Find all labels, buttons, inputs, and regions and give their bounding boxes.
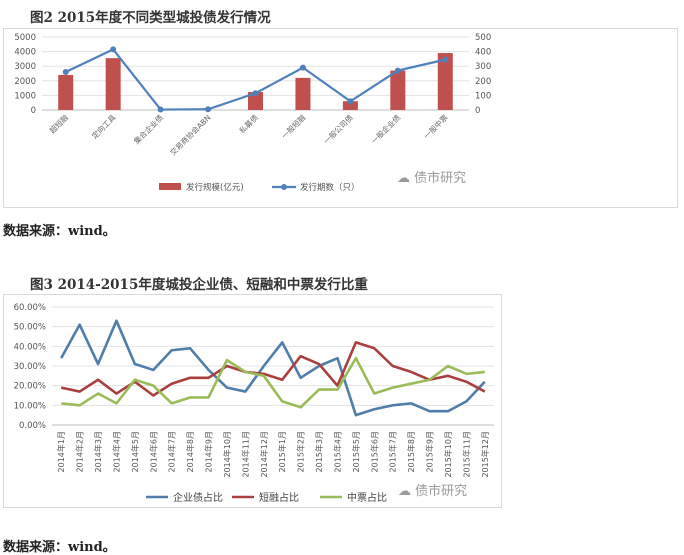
x-tick-label: 一般短融 xyxy=(279,112,308,141)
x-tick-label: 交易商协会ABN xyxy=(168,112,213,157)
bar xyxy=(248,92,263,110)
x-tick-label: 2015年6月 xyxy=(369,431,379,472)
x-tick-label: 2014年4月 xyxy=(111,431,121,472)
y-tick: 20.00% xyxy=(14,382,46,392)
y-tick: 50.00% xyxy=(14,323,46,333)
y-tick-left: 5000 xyxy=(14,33,36,43)
x-tick-label: 2014年2月 xyxy=(75,431,85,472)
x-tick-label: 2014年8月 xyxy=(185,431,195,472)
wechat-icon: ☁ xyxy=(397,171,410,186)
x-tick-label: 2015年9月 xyxy=(425,431,435,472)
y-tick-right: 400 xyxy=(475,48,491,58)
bar xyxy=(295,77,311,110)
y-tick-left: 3000 xyxy=(14,62,36,72)
legend-label: 短融占比 xyxy=(259,491,299,504)
bar xyxy=(437,53,453,110)
x-tick-label: 2015年4月 xyxy=(332,431,342,472)
x-tick-label: 一般企业债 xyxy=(369,112,403,146)
y-tick-left: 0 xyxy=(31,106,36,116)
line-point xyxy=(157,106,164,113)
series-line xyxy=(61,356,485,409)
y-tick: 40.00% xyxy=(14,342,46,352)
x-tick-label: 2015年11月 xyxy=(461,431,471,478)
x-tick-label: 2015年12月 xyxy=(480,431,490,478)
chart1-frame: 5000 4000 3000 2000 1000 0 500 400 300 200 100 0 超短融… xyxy=(3,28,678,208)
y-tick: 60.00% xyxy=(14,303,46,313)
y-tick: 0.00% xyxy=(19,421,46,431)
x-tick-label: 2014年10月 xyxy=(222,431,232,478)
x-tick-label: 2014年3月 xyxy=(93,431,103,472)
y-tick-left: 1000 xyxy=(14,91,36,101)
x-tick-label: 2014年5月 xyxy=(130,431,140,472)
chart2-source: 数据来源：wind。 xyxy=(3,540,116,555)
x-tick-label: 2015年7月 xyxy=(388,431,398,472)
bar xyxy=(390,70,406,110)
x-tick-label: 2015年3月 xyxy=(314,431,324,472)
legend-label: 企业债占比 xyxy=(173,491,223,504)
x-tick-label: 2015年2月 xyxy=(296,431,306,472)
chart1-watermark: ☁ 债市研究 xyxy=(397,171,467,186)
x-tick-label: 超短融 xyxy=(47,112,70,135)
y-tick: 30.00% xyxy=(14,362,46,372)
x-tick-label: 2015年5月 xyxy=(351,431,361,472)
x-tick-label: 集合企业债 xyxy=(131,112,165,146)
y-tick-right: 500 xyxy=(475,33,491,43)
y-tick-right: 100 xyxy=(475,91,491,101)
y-tick-left: 2000 xyxy=(14,77,36,87)
x-tick-label: 一般公司债 xyxy=(321,112,355,146)
legend-label: 发行规模(亿元) xyxy=(186,182,244,193)
bar xyxy=(105,58,121,110)
x-tick-label: 2014年1月 xyxy=(56,431,66,472)
line-point xyxy=(252,90,259,97)
line-point xyxy=(205,106,212,113)
chart1-svg: 5000400030002000100005004003002001000超短融… xyxy=(14,33,491,193)
chart2-svg: 60.00% 50.00% 40.00% 30.00% 20.00% 10.00% 0.00… xyxy=(14,303,494,504)
line-point xyxy=(62,69,69,76)
line-point xyxy=(347,98,354,105)
x-tick-label: 2014年7月 xyxy=(167,431,177,472)
legend-marker xyxy=(281,184,287,190)
chart1-source: 数据来源：wind。 xyxy=(3,224,116,239)
line-point xyxy=(442,56,449,63)
series-line xyxy=(60,319,486,417)
y-tick-right: 200 xyxy=(475,77,491,87)
legend-swatch-bar xyxy=(159,183,181,190)
x-tick-label: 一般中票 xyxy=(421,112,450,141)
x-tick-label: 2015年10月 xyxy=(443,431,453,478)
wechat-icon: ☁ xyxy=(398,484,411,499)
chart2-title: 图3 2014-2015年度城投企业债、短融和中票发行比重 xyxy=(30,277,368,293)
chart1-title: 图2 2015年度不同类型城投债发行情况 xyxy=(30,10,271,26)
bar xyxy=(58,74,74,110)
line-point xyxy=(110,46,117,53)
x-tick-label: 2015年8月 xyxy=(406,431,416,472)
x-tick-label: 2014年11月 xyxy=(240,431,250,478)
line-point xyxy=(394,67,401,74)
y-tick-left: 4000 xyxy=(14,48,36,58)
legend-label: 中票占比 xyxy=(347,491,387,504)
y-tick-right: 300 xyxy=(475,62,491,72)
chart2-frame: 60.00% 50.00% 40.00% 30.00% 20.00% 10.00% 0.00… xyxy=(3,294,502,508)
bar xyxy=(342,101,358,110)
chart2-watermark: ☁ 债市研究 xyxy=(398,484,468,499)
x-tick-label: 2014年12月 xyxy=(259,431,269,478)
x-tick-label: 定向工具 xyxy=(89,112,118,141)
y-tick-right: 0 xyxy=(475,106,480,116)
x-tick-label: 2015年1月 xyxy=(277,431,287,472)
x-tick-label: 2014年9月 xyxy=(204,431,214,472)
legend-label: 发行期数（只） xyxy=(300,182,360,193)
x-tick-label: 2014年6月 xyxy=(148,431,158,472)
line-point xyxy=(299,64,306,71)
y-tick: 10.00% xyxy=(14,401,46,411)
x-tick-label: 私募债 xyxy=(237,112,260,135)
